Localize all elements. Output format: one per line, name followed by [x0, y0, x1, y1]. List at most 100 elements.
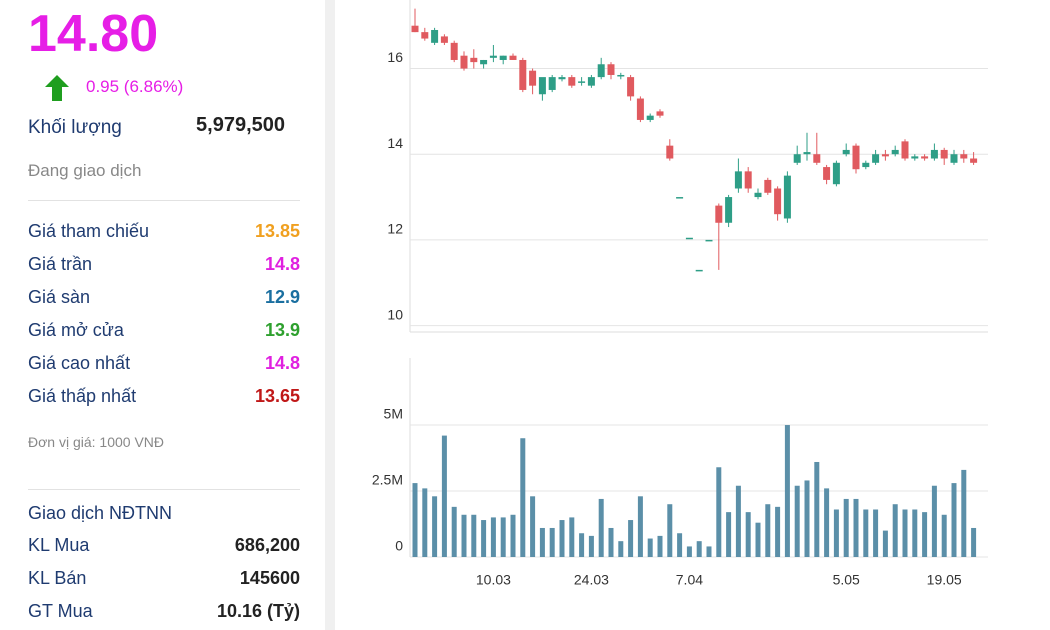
price-label: Giá trần — [28, 254, 93, 274]
volume-bar — [471, 514, 477, 557]
volume-bar — [922, 512, 928, 557]
volume-bar — [941, 514, 947, 557]
candle-body — [519, 59, 527, 90]
x-tick-label: 24.03 — [574, 572, 609, 588]
candle-body — [440, 36, 448, 43]
x-tick-label: 5.05 — [833, 572, 860, 588]
volume-bar — [451, 506, 457, 557]
volume-bar — [559, 520, 565, 557]
volume-bar — [735, 485, 741, 557]
volume-bar — [902, 509, 908, 557]
candle-body — [852, 145, 860, 170]
candle-body — [617, 74, 625, 77]
candle-body — [813, 154, 821, 163]
candle-body — [676, 197, 684, 199]
price-change: 0.95 (6.86%) — [86, 77, 184, 96]
candle-body — [803, 152, 811, 155]
volume-bar — [579, 533, 585, 557]
volume-bar — [647, 538, 653, 557]
y-tick-label: 0 — [395, 538, 403, 554]
volume-bar — [667, 504, 673, 557]
candle-body — [411, 25, 419, 33]
candle-body — [470, 57, 478, 63]
volume-bar — [853, 498, 859, 557]
volume-bar — [520, 438, 526, 557]
candle-body — [862, 162, 870, 168]
volume-bar — [598, 498, 604, 557]
up-arrow — [45, 75, 69, 101]
foreign-value: 686,200 — [234, 535, 300, 555]
status: Đang giao dịch — [28, 161, 142, 180]
volume-bar — [412, 483, 418, 557]
price-value: 14.8 — [264, 353, 300, 373]
volume-bar — [422, 488, 428, 557]
foreign-title: Giao dịch NĐTNN — [28, 503, 173, 523]
volume-bar — [686, 546, 692, 557]
candle-body — [529, 70, 537, 86]
candle-body — [636, 98, 644, 120]
candle-body — [832, 162, 840, 185]
candle-body — [558, 77, 566, 80]
candle-body — [666, 145, 674, 159]
candle-body — [421, 32, 429, 39]
volume-bar — [794, 485, 800, 557]
volume-bar — [843, 498, 849, 557]
volume-bar — [618, 541, 624, 557]
divider — [28, 200, 300, 201]
candle-body — [431, 29, 439, 43]
candle-body — [705, 239, 713, 242]
candle-body — [568, 77, 576, 86]
candle-body — [940, 149, 948, 159]
candle-body — [901, 141, 909, 159]
candle-body — [627, 77, 635, 97]
candle-body — [734, 171, 742, 189]
candle-body — [872, 154, 880, 163]
y-tick-label: 12 — [387, 221, 403, 237]
y-tick-label: 10 — [387, 306, 403, 322]
price-label: Giá tham chiếu — [28, 221, 150, 241]
price-value: 12.9 — [264, 287, 300, 307]
volume-bar — [481, 520, 487, 557]
foreign-value: 10.16 (Tỷ) — [216, 601, 300, 621]
volume-bar — [706, 546, 712, 557]
y-tick-label: 16 — [387, 49, 403, 65]
candle-body — [607, 64, 615, 75]
candle-body — [783, 175, 791, 219]
volume-bar — [784, 425, 790, 557]
candle-body — [587, 77, 595, 86]
candle-body — [656, 111, 664, 116]
volume-bar — [912, 509, 918, 557]
candle-body — [597, 64, 605, 78]
volume-bar — [510, 514, 516, 557]
candle-body — [911, 156, 919, 159]
volume-bar — [539, 527, 545, 557]
volume-bar — [804, 480, 810, 557]
candle-body — [930, 149, 938, 159]
candle-body — [921, 156, 929, 159]
candle-body — [489, 55, 497, 58]
price-label: Giá mở cửa — [28, 320, 124, 340]
candle-body — [744, 171, 752, 189]
candle-body — [881, 154, 889, 157]
volume-bar — [882, 530, 888, 557]
candle-body — [891, 149, 899, 155]
volume-bar — [824, 488, 830, 557]
candle-body — [538, 77, 546, 95]
separator — [325, 0, 335, 630]
divider — [28, 489, 300, 490]
volume-bar — [628, 520, 634, 557]
candle-body — [793, 154, 801, 163]
y-tick-label: 5M — [384, 406, 403, 422]
x-tick-label: 19.05 — [927, 572, 962, 588]
price-label: Giá cao nhất — [28, 353, 131, 373]
volume-bar — [637, 496, 643, 557]
volume-value: 5,979,500 — [196, 114, 285, 136]
volume-bar — [657, 535, 663, 557]
volume-bar — [461, 514, 467, 557]
y-tick-label: 14 — [387, 135, 403, 151]
volume-bar — [530, 496, 536, 557]
price-label: Giá sàn — [28, 287, 91, 307]
volume-bar — [500, 517, 506, 557]
candle-body — [450, 42, 458, 60]
